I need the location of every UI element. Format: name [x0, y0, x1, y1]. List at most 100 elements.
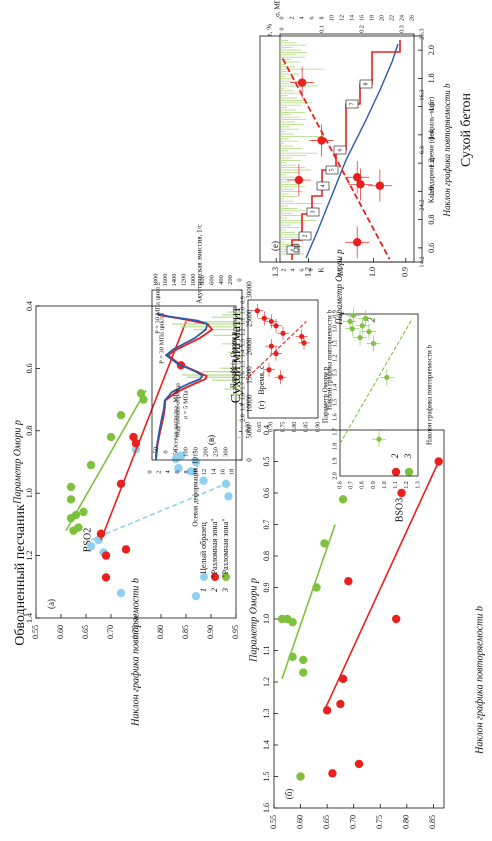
stress-tick-label: 18 [369, 15, 375, 21]
fit-line [247, 321, 307, 378]
data-point [283, 614, 292, 624]
p-tick-label: 1.2 [262, 677, 271, 687]
p-tick-label: 1.4 [332, 384, 338, 392]
legend-num: 2 [210, 588, 219, 592]
step-box [359, 79, 373, 89]
k-tick-label: 6 [299, 269, 305, 272]
step-label: 7 [349, 103, 355, 106]
step-label: 2 [302, 235, 308, 238]
data-point [268, 318, 274, 325]
data-point [296, 772, 305, 781]
strain-tick-label: 14 [210, 468, 217, 475]
b-tick-label: 0.85 [181, 625, 190, 639]
time-tick-label: 15000 [246, 366, 254, 384]
data-point [384, 374, 390, 380]
annotation: P = 30 МПа цикл 2 [154, 282, 161, 334]
stress-axis-label: σ, МПа [274, 0, 282, 17]
data-point [96, 529, 106, 538]
data-point [280, 330, 286, 336]
b-tick-label: 0.90 [315, 422, 321, 433]
b-tick-label: 0.55 [31, 625, 40, 639]
p-tick-label: 1.6 [262, 803, 271, 813]
data-point [359, 323, 365, 329]
b-tick-label: 1.0 [427, 186, 436, 196]
b-tick-label: 0.9 [371, 481, 377, 489]
load-tick-label: 50 [172, 449, 179, 456]
b-tick-label: 0.55 [269, 815, 278, 829]
fit-line [323, 461, 440, 711]
data-point [336, 699, 345, 709]
stress-tick-label: 22 [389, 15, 395, 21]
p-axis-label: Параметр Омори p [334, 249, 344, 326]
data-point [434, 457, 443, 466]
p-tick-label: 0.6 [25, 363, 34, 373]
time-axis-label: Время, с [257, 365, 266, 395]
b-axis-label: Наклон графика повторяемости b [442, 83, 452, 218]
p-tick-label: 0.5 [262, 457, 271, 467]
section-title-mid: Сухой мигматит [229, 307, 244, 404]
panel-g-frame [247, 299, 319, 419]
fit-line [339, 318, 413, 444]
step-box [316, 181, 330, 191]
step-label: 6 [337, 149, 343, 152]
data-point [254, 308, 260, 314]
strain-tick-label: 12 [201, 469, 208, 476]
data-point [320, 539, 329, 548]
strain-curve [305, 43, 399, 259]
panel-label-b: (б) [284, 789, 294, 800]
p-tick-label: 1.9 [240, 404, 246, 412]
ae-tick-label: 1000 [190, 274, 197, 287]
data-point [391, 614, 401, 624]
b-tick-label: 1.4 [427, 130, 436, 140]
b-tick-label: 0.6 [427, 243, 436, 253]
b-tick-label: 0.85 [428, 815, 437, 829]
time-tick-label: 5000 [246, 424, 254, 439]
b-tick-label: 0.95 [231, 625, 240, 639]
legend-marker [211, 573, 219, 581]
step-label: 4 [320, 185, 326, 188]
strain-tick-label: 16 [219, 468, 226, 475]
data-point [344, 577, 353, 586]
b-tick-label: 0.60 [295, 815, 304, 829]
b-tick-label: 0.85 [304, 422, 310, 433]
load-tick-label: 250 [212, 447, 219, 457]
p-tick-label: 1.5 [332, 399, 338, 407]
time-tick-label: 20000 [246, 337, 254, 355]
p-tick-label: 1.1 [332, 340, 338, 348]
load-tick-label: 100 [182, 447, 189, 457]
data-point [273, 351, 279, 357]
time-tick-label: 30000 [246, 281, 254, 299]
stress-tick-label: 2 [289, 17, 295, 20]
b-tick-label: 0.65 [81, 625, 90, 639]
b-tick-label: 2.0 [427, 45, 436, 55]
p-tick-label: 1.1 [240, 318, 246, 326]
data-point [338, 495, 348, 504]
data-point [354, 759, 364, 769]
p-tick-label: 1.7 [240, 382, 246, 390]
data-point [186, 467, 196, 476]
data-point [294, 175, 304, 185]
step-box [306, 207, 320, 217]
k-axis-label: K [318, 267, 326, 272]
data-point [79, 507, 88, 517]
k-tick-label: 8 [308, 269, 314, 272]
legend-text: "Разломная зона" [221, 518, 230, 577]
p-tick-label: 1.0 [262, 614, 271, 624]
step-label: 5 [329, 169, 335, 172]
panel-g: 2.0 1.9 1.8 1.7 1.6 1.5 1.4 1.3 1.2 1.1 1.0 0.9 0.60… [230, 296, 334, 432]
p-axis-label: Параметр Омори p [230, 331, 238, 388]
b-tick-label: 1.0 [382, 481, 388, 489]
p-tick-label: 0.7 [262, 520, 271, 530]
b-tick-label: 0.75 [131, 625, 140, 639]
data-point [301, 340, 307, 346]
b-axis-label: Наклон графика повторяемости b [426, 345, 434, 445]
data-point [349, 326, 355, 332]
annotation: подготовка образца [174, 383, 181, 437]
panel-label-e: (е) [270, 241, 280, 251]
stress-tick-label: 8 [319, 17, 325, 20]
data-point [322, 706, 332, 715]
step-label: 8 [363, 83, 369, 86]
data-point [375, 181, 385, 190]
ae-tick-label: 0 [236, 278, 243, 281]
b-tick-label: 0.75 [280, 422, 286, 433]
